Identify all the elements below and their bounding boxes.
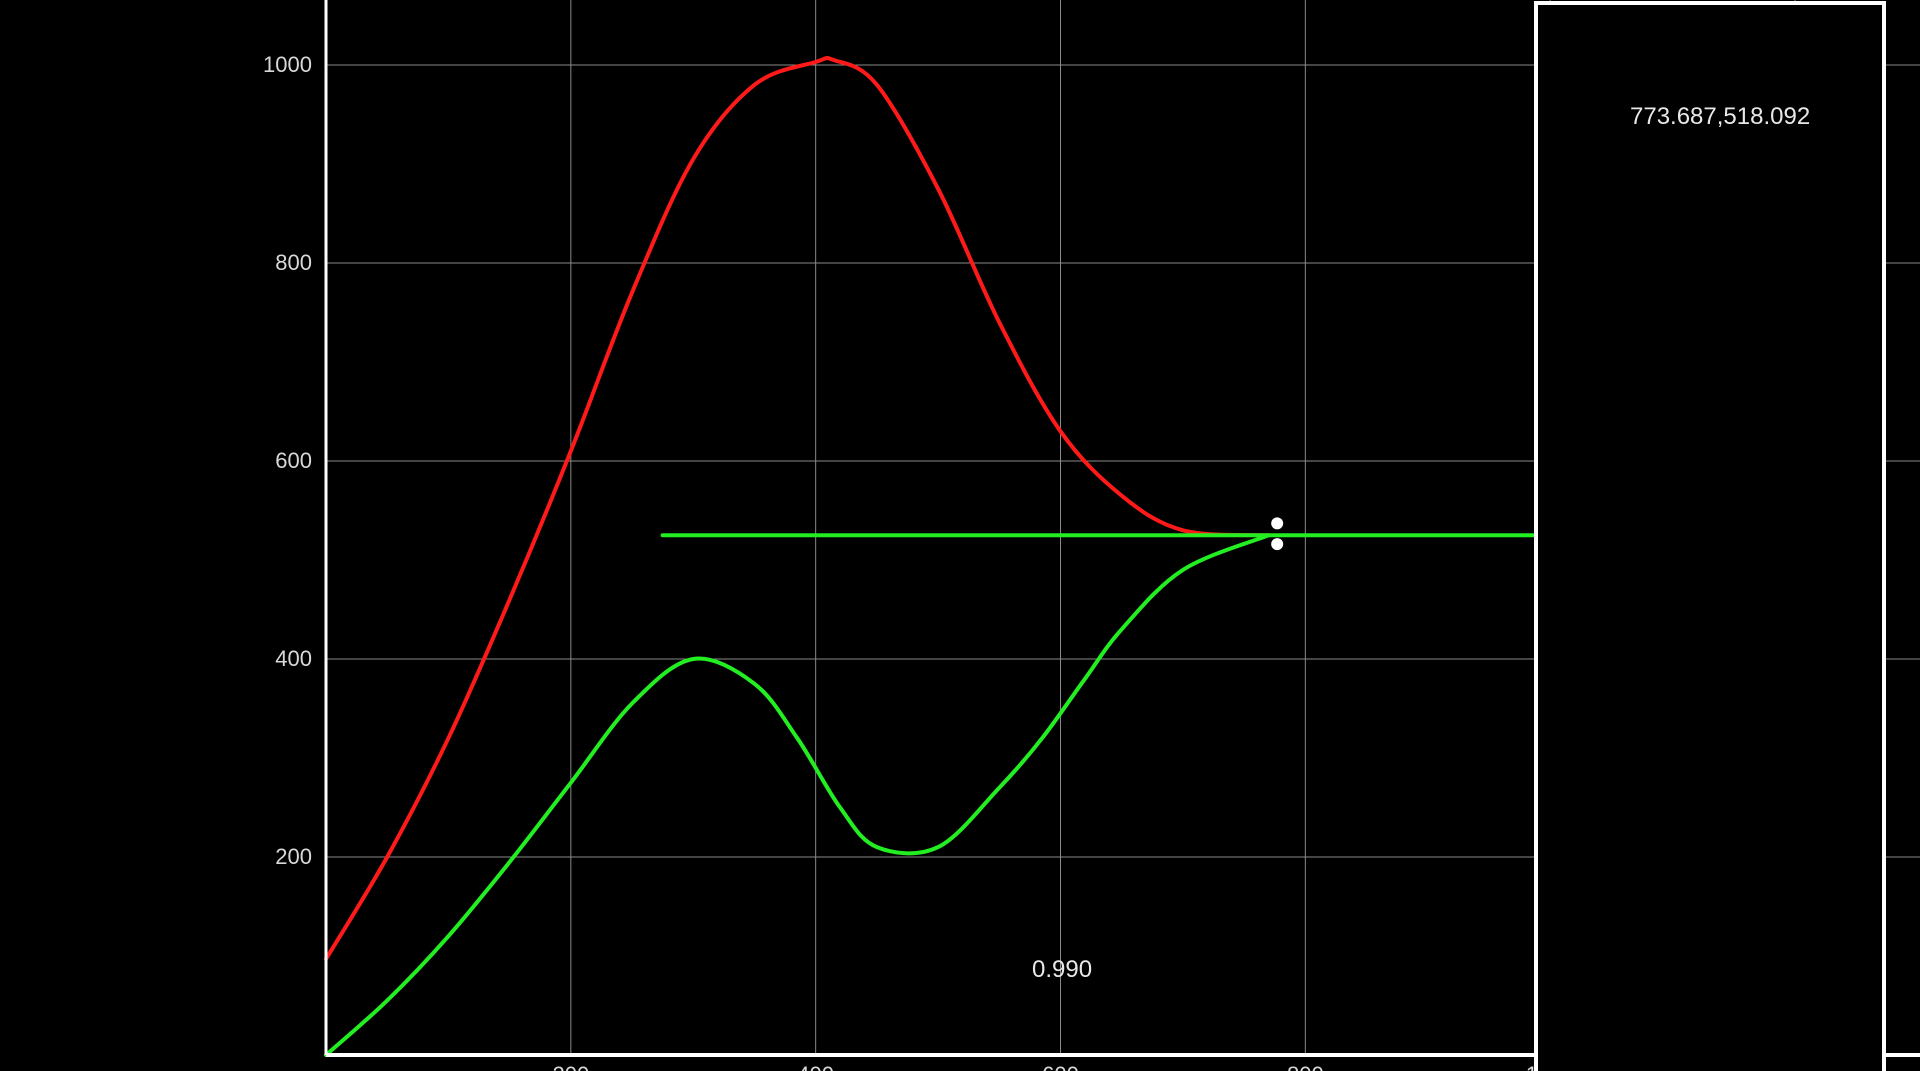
- y-tick-labels: 200 400 600 800 1000: [263, 52, 312, 869]
- points-layer: [1271, 517, 1284, 551]
- series-line: [324, 55, 1271, 961]
- y-tick-label: 1000: [263, 52, 312, 77]
- x-tick-label: 600: [1042, 1062, 1079, 1071]
- y-tick-label: 400: [275, 646, 312, 671]
- x-tick-label: 800: [1287, 1062, 1324, 1071]
- data-point: [1271, 538, 1284, 551]
- x-tick-label: 200: [552, 1062, 589, 1071]
- y-tick-label: 600: [275, 448, 312, 473]
- coordinate-readout: 773.687,518.092: [1630, 103, 1810, 130]
- bottom-value-label: 0.990: [1032, 956, 1092, 983]
- y-tick-label: 800: [275, 250, 312, 275]
- data-point: [1271, 517, 1284, 530]
- x-tick-label: 400: [797, 1062, 834, 1071]
- y-tick-label: 200: [275, 844, 312, 869]
- series-line: [324, 533, 1271, 1057]
- readout-panel[interactable]: [1534, 1, 1886, 1071]
